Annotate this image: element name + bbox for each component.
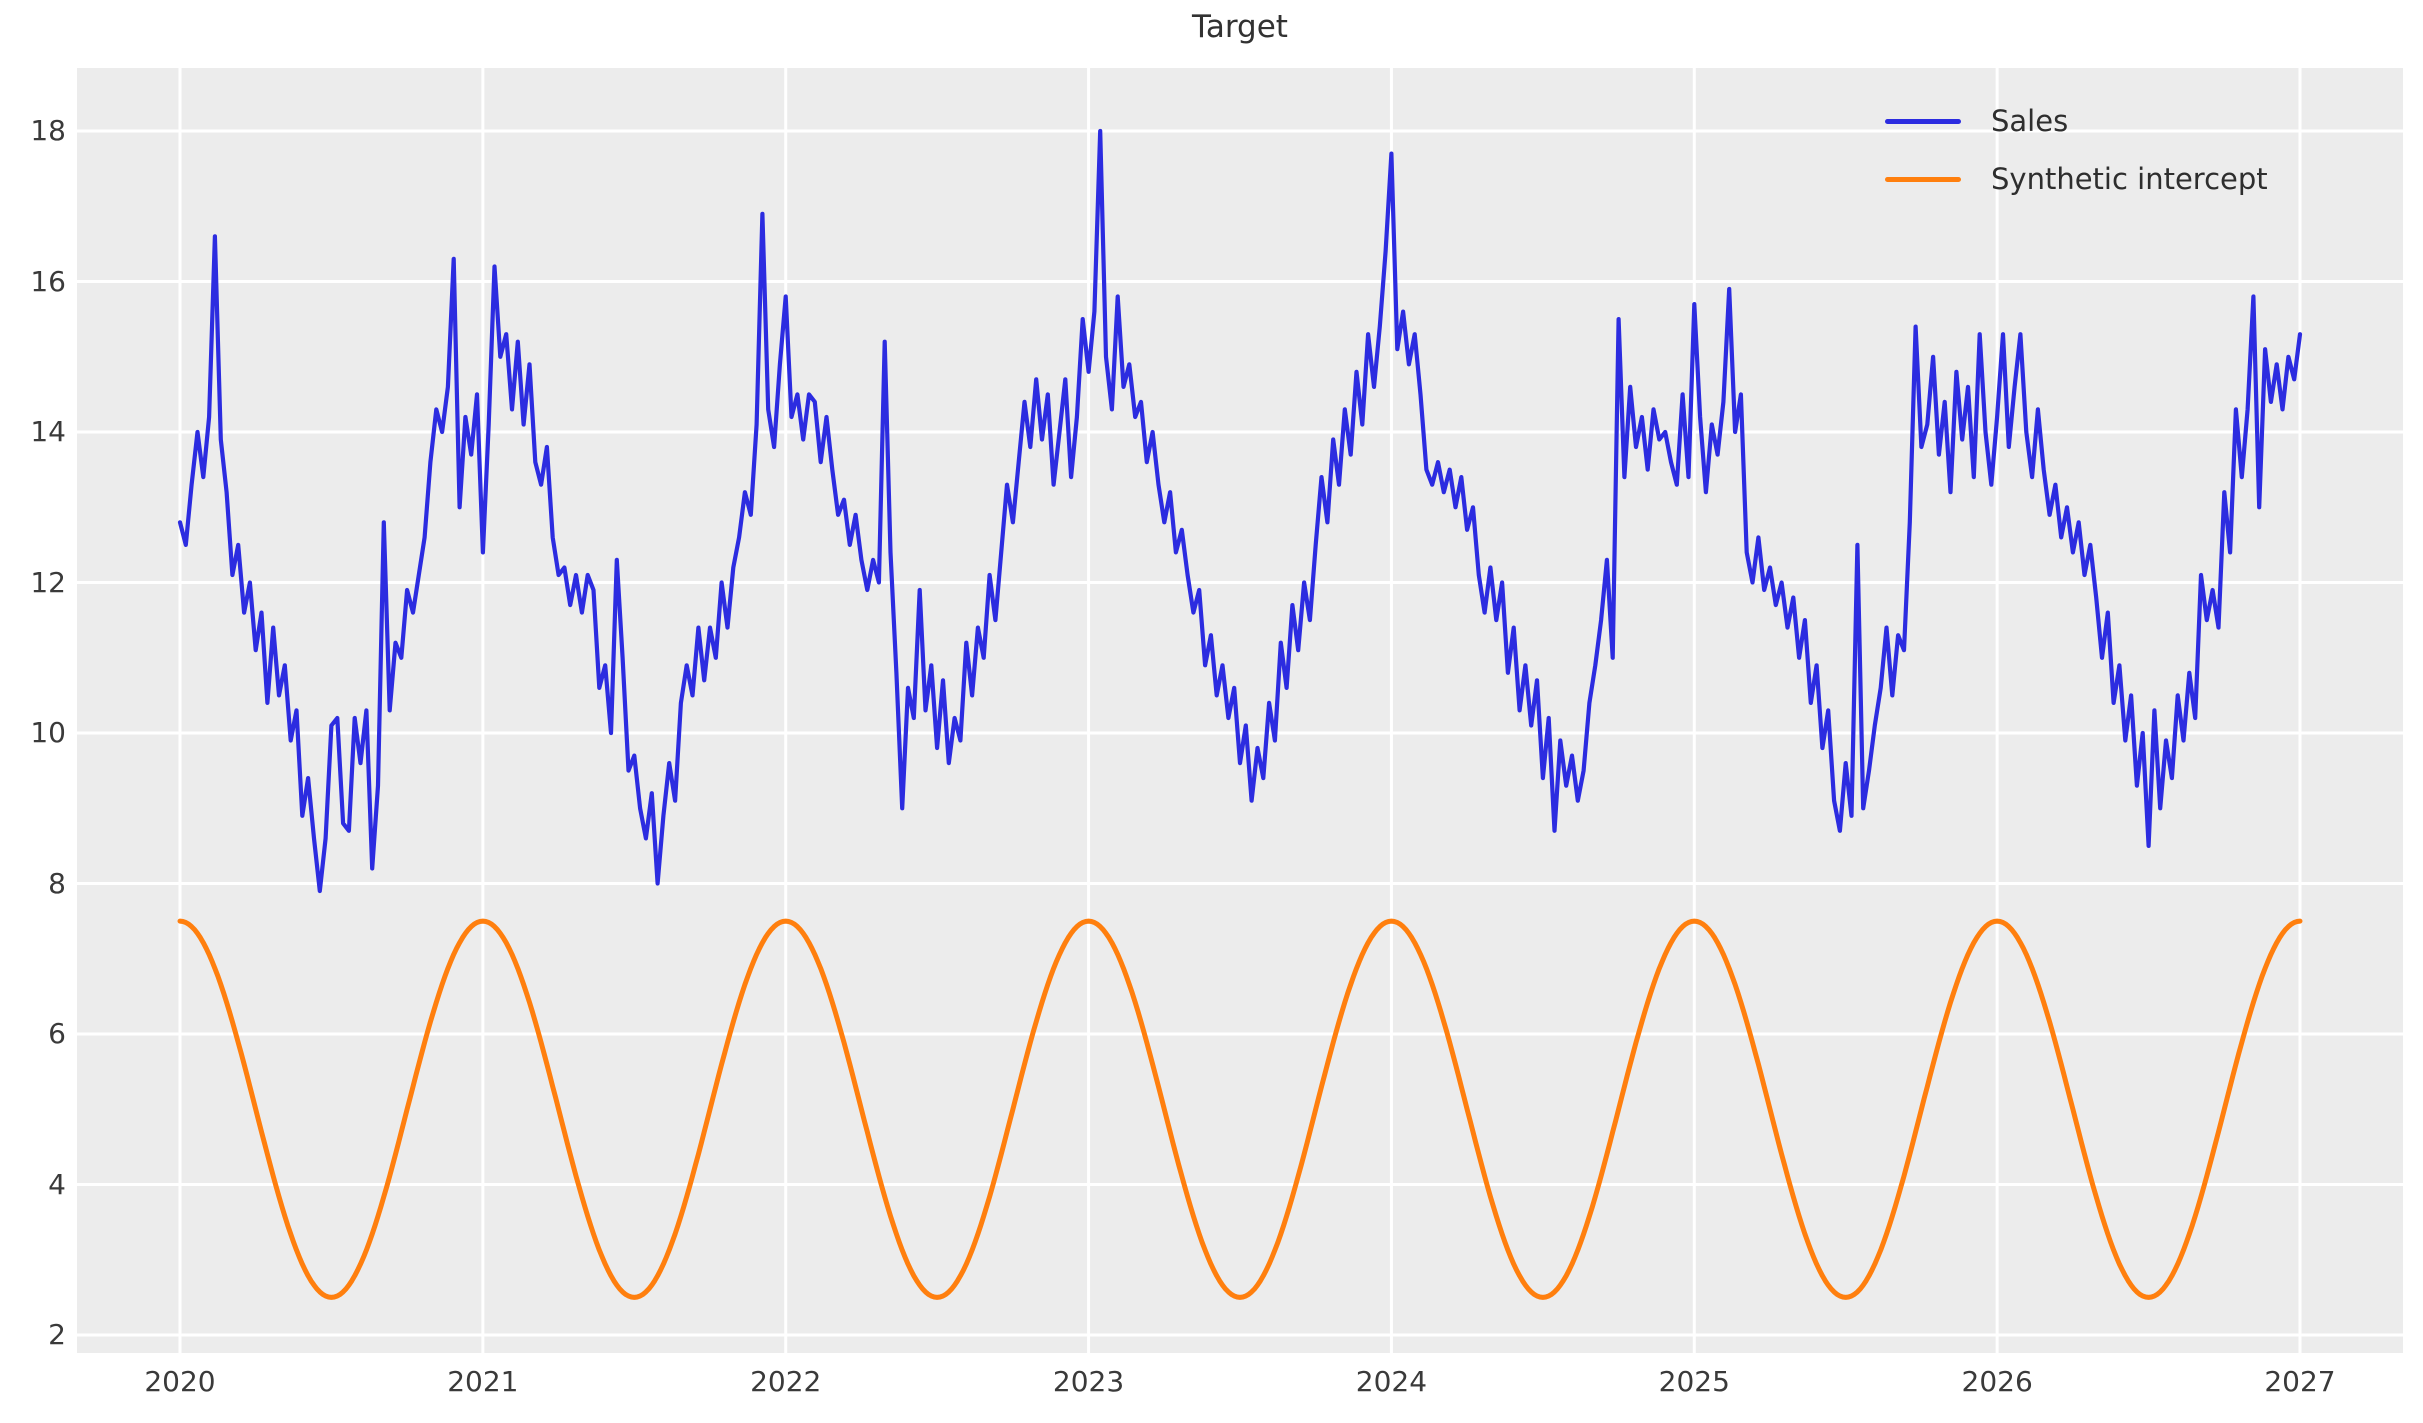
y-tick-label: 6 <box>48 1017 66 1050</box>
y-tick-label: 12 <box>30 565 66 599</box>
x-tick-label: 2026 <box>1961 1365 2033 1398</box>
legend-label: Sales <box>1991 104 2069 138</box>
y-tick-label: 10 <box>30 716 66 749</box>
sales-line <box>177 128 2303 894</box>
legend-line-swatch <box>1885 118 1961 124</box>
legend-item: Sales <box>1885 92 2268 150</box>
x-tick-label: 2023 <box>1052 1365 1125 1398</box>
x-tick-label: 2027 <box>2264 1365 2336 1398</box>
legend: Sales Synthetic intercept <box>1885 92 2268 208</box>
legend-line-swatch <box>1885 176 1961 182</box>
x-tick-label: 2021 <box>447 1365 519 1398</box>
x-tick-label: 2020 <box>144 1365 216 1398</box>
y-tick-label: 8 <box>48 866 66 900</box>
x-tick-label: 2025 <box>1658 1365 1730 1398</box>
y-tick-label: 16 <box>30 264 66 298</box>
axes-background <box>77 68 2403 1353</box>
y-tick-label: 2 <box>48 1318 66 1351</box>
y-tick-label: 4 <box>48 1167 66 1201</box>
x-tick-label: 2024 <box>1355 1365 1428 1398</box>
y-tick-label: 14 <box>30 415 66 448</box>
synthetic-intercept-line <box>177 918 2303 1300</box>
chart-title: Target <box>1192 9 1288 45</box>
x-tick-label: 2022 <box>750 1365 822 1398</box>
legend-item: Synthetic intercept <box>1885 150 2268 208</box>
y-tick-label: 18 <box>30 114 66 147</box>
legend-label: Synthetic intercept <box>1991 162 2268 196</box>
